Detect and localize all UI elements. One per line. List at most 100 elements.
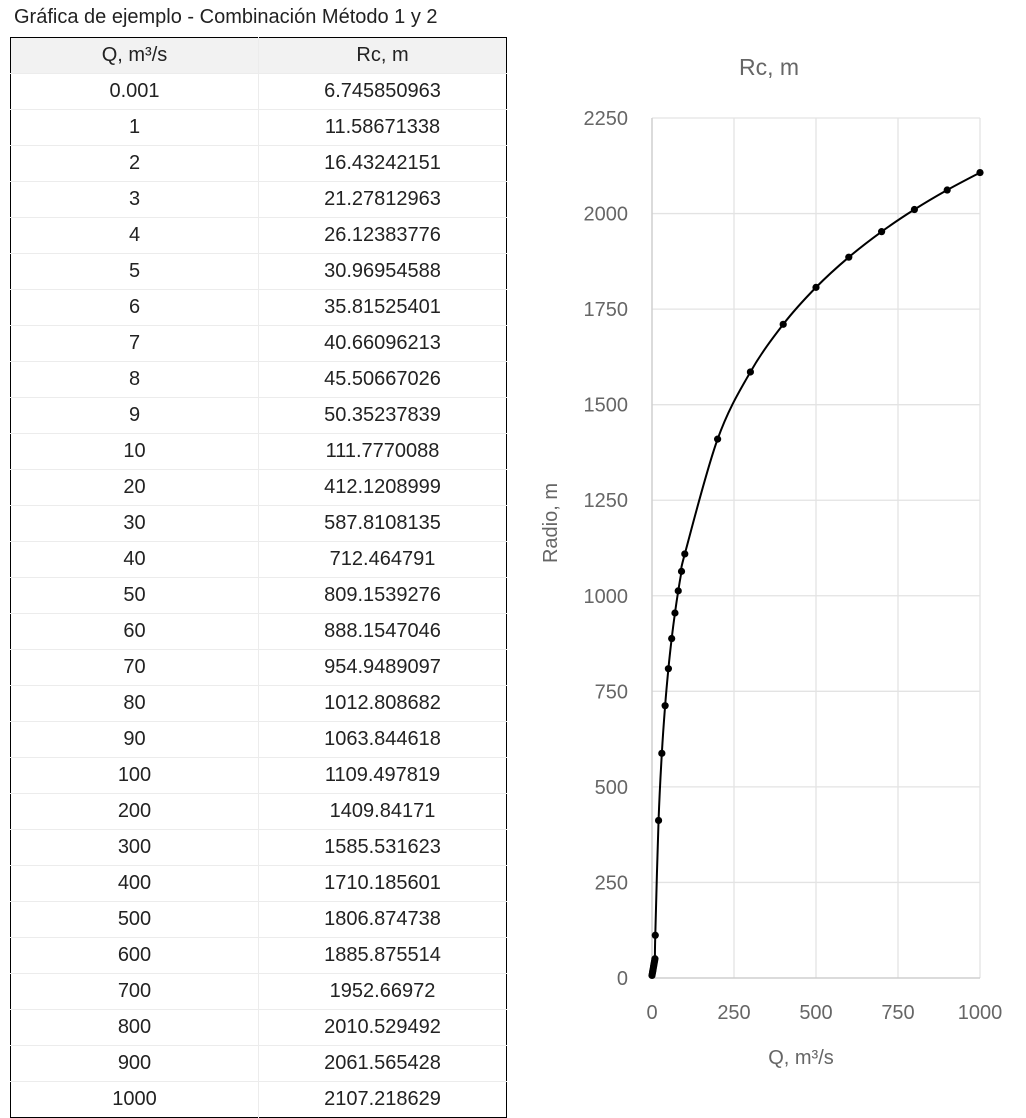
column-header-q: Q, m³/s bbox=[10, 37, 259, 74]
cell-q: 900 bbox=[10, 1045, 259, 1082]
table-row: 1 11.58671338 bbox=[10, 109, 507, 146]
cell-q: 5 bbox=[10, 253, 259, 290]
data-point bbox=[674, 587, 682, 595]
cell-q: 400 bbox=[10, 865, 259, 902]
cell-q: 3 bbox=[10, 181, 259, 218]
data-point bbox=[671, 609, 679, 617]
cell-q: 70 bbox=[10, 649, 259, 686]
cell-rc: 11.58671338 bbox=[258, 109, 507, 146]
table-row: 5 30.96954588 bbox=[10, 253, 507, 290]
cell-q: 8 bbox=[10, 361, 259, 398]
y-tick-labels: 0 250 500 750 1000 1250 1500 1750 2000 2250 bbox=[584, 108, 629, 990]
cell-rc: 45.50667026 bbox=[258, 361, 507, 398]
table-row: 200 1409.84171 bbox=[10, 793, 507, 830]
cell-rc: 888.1547046 bbox=[258, 613, 507, 650]
table-body: 0.001 6.745850963 1 11.58671338 2 16.43242151… bbox=[10, 73, 507, 1118]
y-tick-label: 1750 bbox=[584, 299, 629, 321]
cell-rc: 412.1208999 bbox=[258, 469, 507, 506]
y-tick-label: 2000 bbox=[584, 204, 629, 226]
data-point bbox=[651, 931, 659, 939]
table-row: 100 1109.497819 bbox=[10, 757, 507, 794]
cell-q: 100 bbox=[10, 757, 259, 794]
cell-rc: 954.9489097 bbox=[258, 649, 507, 686]
y-tick-label: 500 bbox=[595, 777, 628, 799]
cell-rc: 30.96954588 bbox=[258, 253, 507, 290]
y-tick-label: 750 bbox=[595, 681, 628, 703]
cell-rc: 1585.531623 bbox=[258, 829, 507, 866]
table-row: 500 1806.874738 bbox=[10, 901, 507, 938]
table-row: 30 587.8108135 bbox=[10, 505, 507, 542]
table-row: 3 21.27812963 bbox=[10, 181, 507, 218]
cell-q: 2 bbox=[10, 145, 259, 182]
cell-rc: 1710.185601 bbox=[258, 865, 507, 902]
data-point bbox=[654, 816, 663, 825]
data-point bbox=[661, 702, 669, 710]
table-row: 60 888.1547046 bbox=[10, 613, 507, 650]
x-tick-label: 250 bbox=[717, 1002, 750, 1024]
y-tick-label: 2250 bbox=[584, 108, 629, 130]
x-tick-labels: 0 250 500 750 1000 bbox=[646, 1002, 1002, 1024]
table-header-row: Q, m³/s Rc, m bbox=[10, 37, 507, 74]
y-tick-label: 1000 bbox=[584, 586, 629, 608]
chart-axes bbox=[651, 118, 980, 979]
data-point bbox=[677, 567, 686, 575]
data-point bbox=[658, 749, 666, 757]
data-point bbox=[664, 665, 672, 673]
table-row: 900 2061.565428 bbox=[10, 1045, 507, 1082]
cell-q: 9 bbox=[10, 397, 259, 434]
cell-rc: 1012.808682 bbox=[258, 685, 507, 722]
cell-rc: 2061.565428 bbox=[258, 1045, 507, 1082]
table-row: 800 2010.529492 bbox=[10, 1009, 507, 1046]
table-row: 50 809.1539276 bbox=[10, 577, 507, 614]
table-row: 600 1885.875514 bbox=[10, 937, 507, 974]
x-axis-label: Q, m³/s bbox=[768, 1047, 834, 1069]
cell-q: 300 bbox=[10, 829, 259, 866]
cell-rc: 587.8108135 bbox=[258, 505, 507, 542]
chart: Rc, m 0 250 500 750 1000 1250 1500 1750 2000 2250… bbox=[540, 54, 1002, 1069]
y-tick-label: 250 bbox=[595, 872, 628, 894]
cell-rc: 111.7770088 bbox=[258, 433, 507, 470]
table-row: 0.001 6.745850963 bbox=[10, 73, 507, 110]
cell-rc: 1806.874738 bbox=[258, 901, 507, 938]
cell-q: 200 bbox=[10, 793, 259, 830]
chart-title: Rc, m bbox=[739, 54, 799, 80]
data-table: Q, m³/s Rc, m 0.001 6.745850963 1 11.586713… bbox=[10, 37, 507, 1118]
table-row: 400 1710.185601 bbox=[10, 865, 507, 902]
table-row: 40 712.464791 bbox=[10, 541, 507, 578]
cell-q: 30 bbox=[10, 505, 259, 542]
column-header-rc: Rc, m bbox=[258, 37, 507, 74]
cell-q: 1 bbox=[10, 109, 259, 146]
table-row: 700 1952.66972 bbox=[10, 973, 507, 1010]
series-points bbox=[648, 168, 984, 980]
data-point bbox=[812, 283, 820, 291]
cell-q: 600 bbox=[10, 937, 259, 974]
data-point bbox=[779, 320, 787, 328]
x-tick-label: 750 bbox=[881, 1002, 914, 1024]
cell-rc: 712.464791 bbox=[258, 541, 507, 578]
table-row: 20 412.1208999 bbox=[10, 469, 507, 506]
cell-rc: 1409.84171 bbox=[258, 793, 507, 830]
data-point bbox=[910, 205, 918, 214]
data-point bbox=[681, 550, 689, 558]
cell-q: 60 bbox=[10, 613, 259, 650]
cell-q: 0.001 bbox=[10, 73, 259, 110]
cell-q: 7 bbox=[10, 325, 259, 362]
cell-q: 10 bbox=[10, 433, 259, 470]
cell-rc: 1109.497819 bbox=[258, 757, 507, 794]
cell-q: 50 bbox=[10, 577, 259, 614]
cell-q: 700 bbox=[10, 973, 259, 1010]
data-point bbox=[668, 634, 676, 643]
table-row: 300 1585.531623 bbox=[10, 829, 507, 866]
data-point bbox=[845, 253, 853, 261]
x-tick-label: 500 bbox=[799, 1002, 832, 1024]
x-tick-label: 1000 bbox=[958, 1002, 1003, 1024]
table-row: 8 45.50667026 bbox=[10, 361, 507, 398]
table-row: 1000 2107.218629 bbox=[10, 1081, 507, 1118]
table-row: 4 26.12383776 bbox=[10, 217, 507, 254]
table-row: 90 1063.844618 bbox=[10, 721, 507, 758]
data-point bbox=[714, 435, 722, 443]
cell-q: 20 bbox=[10, 469, 259, 506]
cell-rc: 26.12383776 bbox=[258, 217, 507, 254]
table-row: 2 16.43242151 bbox=[10, 145, 507, 182]
cell-q: 40 bbox=[10, 541, 259, 578]
